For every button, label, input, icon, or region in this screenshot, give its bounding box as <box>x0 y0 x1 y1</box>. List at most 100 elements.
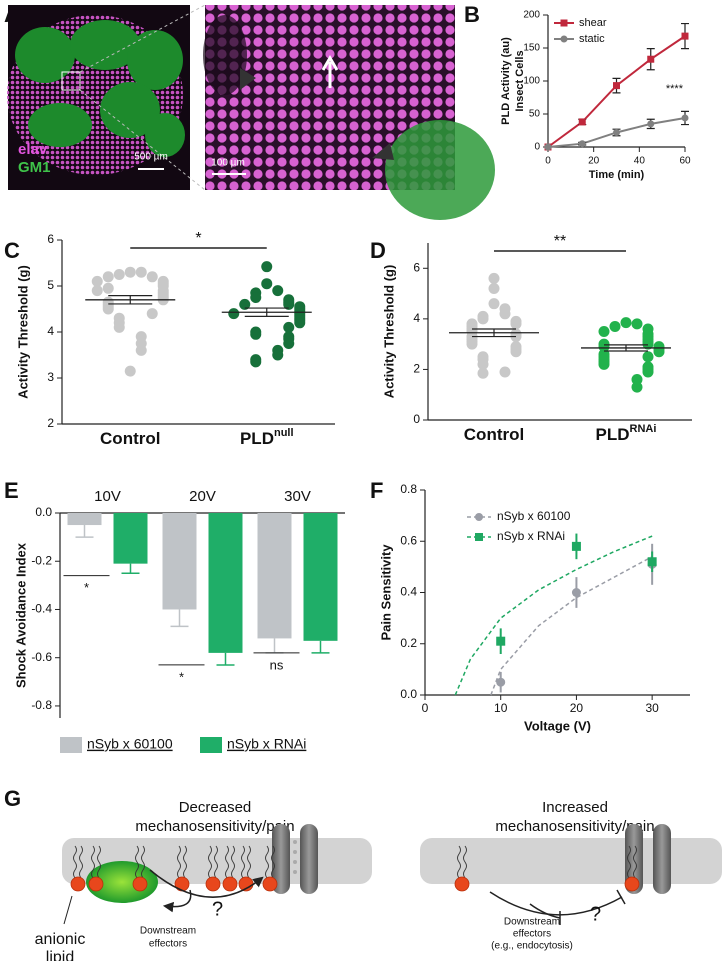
lipid-head <box>88 876 104 892</box>
lipid-head <box>222 876 238 892</box>
x-axis-label: Voltage (V) <box>524 718 591 733</box>
lipid-tail <box>457 845 467 879</box>
marker <box>571 541 581 551</box>
marker <box>560 19 568 27</box>
category-name: PLD <box>596 425 630 444</box>
y-axis-label: PLD Activity (au) <box>500 37 512 125</box>
data-point <box>294 317 306 329</box>
data-point <box>250 356 262 368</box>
lipid-head <box>205 876 221 892</box>
lipid-tail <box>241 845 251 879</box>
data-point <box>631 374 643 386</box>
lipid-label: lipid <box>46 949 74 961</box>
y-axis-label: Pain Sensitivity <box>378 544 393 641</box>
x-tick-label: PLDnull <box>240 427 294 449</box>
y-tick-label: 3 <box>47 370 54 384</box>
x-axis-label: Time (min) <box>589 169 645 181</box>
y-tick-label: 200 <box>523 10 540 21</box>
marker <box>681 32 689 40</box>
marker <box>647 557 657 567</box>
y-axis-label: Activity Threshold (g) <box>15 265 30 399</box>
legend-label: shear <box>579 17 607 29</box>
channel-pore <box>293 840 297 874</box>
dark-region <box>203 15 247 95</box>
legend-label: nSyb x 60100 <box>497 509 571 523</box>
y-tick-label: -0.8 <box>31 698 52 712</box>
data-point <box>598 341 610 353</box>
y-tick-label: 4 <box>47 324 54 338</box>
y-tick-label: 4 <box>413 311 420 325</box>
inhibition-arrow <box>489 891 623 916</box>
legend-swatch <box>60 737 82 753</box>
data-point <box>477 367 489 379</box>
panel-label: G <box>4 786 21 811</box>
diagram-title: mechanosensitivity/pain <box>135 818 294 835</box>
marker <box>681 114 689 122</box>
data-point <box>477 313 489 325</box>
sem-bar <box>472 328 516 338</box>
y-tick-label: -0.6 <box>31 650 52 664</box>
category-name: Control <box>100 429 160 448</box>
category-superscript: RNAi <box>630 423 657 435</box>
x-tick-label: Control <box>464 425 524 444</box>
lipid-label: anionic <box>35 931 86 948</box>
data-point <box>102 271 114 283</box>
category-label: 20V <box>189 488 216 505</box>
y-tick-label: 0.0 <box>400 687 417 701</box>
diagram-title: Decreased <box>179 799 252 816</box>
diagram-title: Increased <box>542 799 608 816</box>
data-point <box>499 366 511 378</box>
stain-label: GM1 <box>18 159 51 176</box>
y-tick-label: 5 <box>47 278 54 292</box>
data-point <box>124 266 136 278</box>
data-point <box>250 328 262 340</box>
gm1-region <box>100 82 160 138</box>
x-tick-label: 30 <box>645 701 659 715</box>
channel <box>272 824 290 894</box>
error-bar <box>170 609 189 628</box>
y-axis-label: Shock Avoidance Index <box>13 542 28 688</box>
sem-bar <box>604 344 648 352</box>
data-point <box>228 308 240 320</box>
data-point <box>620 317 632 329</box>
lipid-head <box>262 876 278 892</box>
arrow <box>149 869 264 898</box>
significance-label: * <box>195 230 201 247</box>
y-tick-label: 100 <box>523 76 540 87</box>
data-point <box>113 321 125 333</box>
y-tick-label: -0.4 <box>31 602 52 616</box>
error-bar <box>311 640 330 654</box>
category-label: 30V <box>284 488 311 505</box>
data-point <box>488 283 500 295</box>
arrowhead-marker <box>372 143 394 160</box>
marker <box>496 636 506 646</box>
lipid-tail <box>208 845 218 879</box>
data-point <box>283 321 295 333</box>
panel-label: D <box>370 238 386 263</box>
y-tick-label: 0 <box>534 142 540 153</box>
zoom-line <box>79 89 206 191</box>
marker <box>613 128 620 136</box>
y-tick-label: 50 <box>529 109 541 120</box>
data-point <box>91 275 103 287</box>
comparison-label: ns <box>270 657 284 672</box>
x-tick-label: 0 <box>545 156 551 167</box>
data-point <box>135 266 147 278</box>
data-point <box>124 365 136 377</box>
effector-label: Downstream <box>504 917 560 928</box>
scale-label: 100 µm <box>211 158 245 169</box>
bar <box>67 513 102 526</box>
error-bar <box>265 638 284 654</box>
data-point <box>113 269 125 280</box>
gm1-region <box>70 20 140 70</box>
y-axis-label: Insect Cells <box>514 50 526 111</box>
comparison-label: * <box>179 669 184 684</box>
category-label: 10V <box>94 488 121 505</box>
y-tick-label: -0.2 <box>31 553 52 567</box>
scale-label: 500 µm <box>134 152 168 163</box>
x-tick-label: 60 <box>679 156 691 167</box>
lipid-head <box>70 876 86 892</box>
marker <box>647 55 655 63</box>
y-axis-label: Activity Threshold (g) <box>381 265 396 399</box>
